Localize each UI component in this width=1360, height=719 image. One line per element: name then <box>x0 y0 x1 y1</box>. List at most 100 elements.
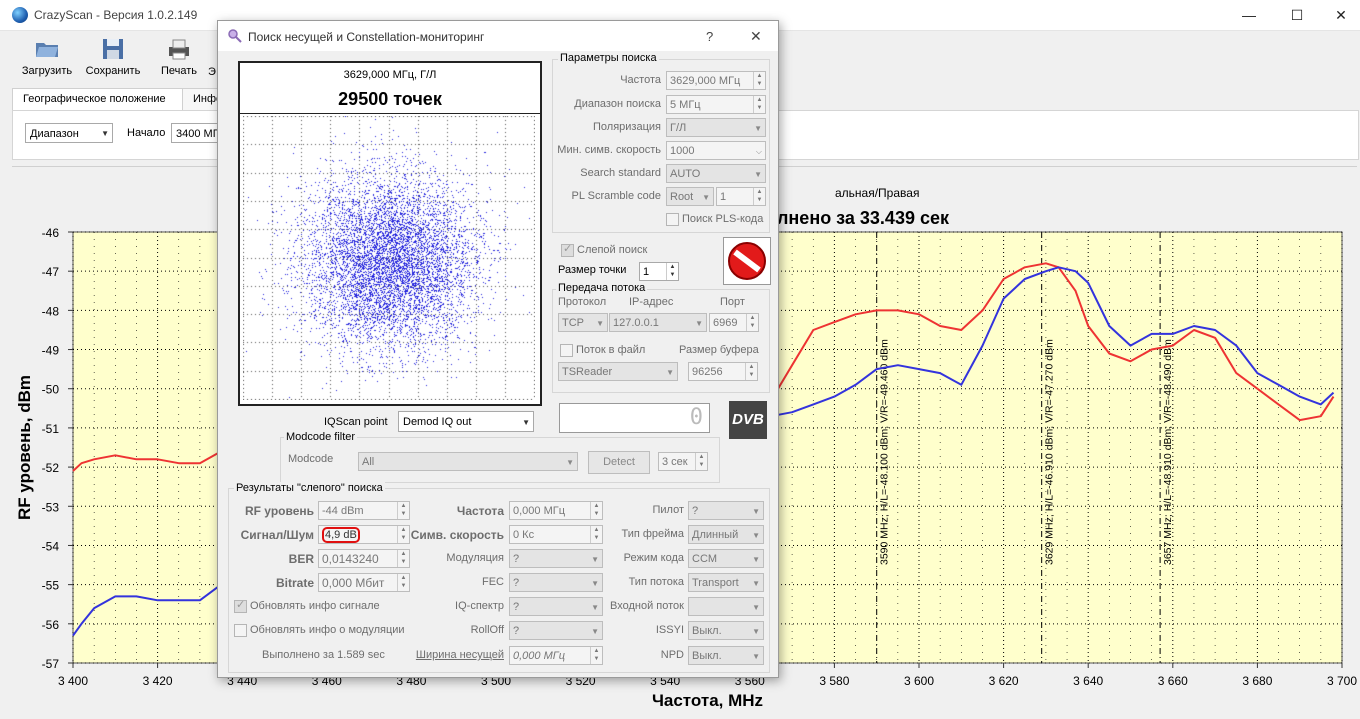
iq-spectrum-label: IQ-спектр <box>455 600 504 612</box>
y-tick-label: -48 <box>42 304 60 318</box>
range-field[interactable]: 5 МГц ▲ ▼ <box>666 95 766 114</box>
dialog-close-button[interactable]: ✕ <box>750 28 762 44</box>
scan-mode-select[interactable]: Диапазон ▼ <box>25 123 113 143</box>
chevron-down-icon: ▼ <box>596 319 604 328</box>
point-size-field[interactable]: 1 ▲ ▼ <box>639 262 679 281</box>
constellation-plot <box>243 116 535 400</box>
load-button[interactable]: Загрузить <box>16 33 78 81</box>
stream-type-label: Тип потока <box>628 576 684 588</box>
spinner-icon: ▲ ▼ <box>397 574 409 591</box>
input-stream-select: ▼ <box>688 597 764 616</box>
chevron-down-icon: ▼ <box>591 603 599 612</box>
issyi-label: ISSYI <box>655 624 684 636</box>
chevron-down-icon: ▼ <box>752 507 760 516</box>
minsr-label: Мин. симв. скорость <box>557 144 661 156</box>
app-select[interactable]: TSReader ▼ <box>558 362 678 381</box>
chevron-down-icon: ▼ <box>591 627 599 636</box>
spinner-icon[interactable]: ▲ ▼ <box>753 188 765 205</box>
close-button[interactable]: ✕ <box>1335 7 1347 23</box>
freq-field[interactable]: 3629,000 МГц ▲ ▼ <box>666 71 766 90</box>
status-counter: 0 <box>559 403 710 433</box>
pls-mode-select[interactable]: Root ▼ <box>666 187 714 206</box>
port-field[interactable]: 6969 ▲ ▼ <box>709 313 759 332</box>
x-tick-label: 3 700 <box>1327 674 1357 688</box>
minimize-button[interactable]: — <box>1242 7 1256 23</box>
stream-group <box>552 289 770 393</box>
buffer-size-label: Размер буфера <box>679 344 759 356</box>
pls-search-label: Поиск PLS-кода <box>682 213 764 225</box>
series-line-0 <box>72 262 1335 472</box>
x-tick-label: 3 580 <box>819 674 849 688</box>
bitrate-label: Bitrate <box>275 576 314 590</box>
chevron-down-icon: ▼ <box>754 124 762 133</box>
update-signal-label: Обновлять инфо сигнале <box>250 600 380 612</box>
rf-level-label: RF уровень <box>244 504 314 518</box>
res-freq-label: Частота <box>456 504 504 518</box>
results-title: Результаты "слепого" поиска <box>234 482 385 494</box>
print-button[interactable]: Печать <box>148 33 210 81</box>
spinner-icon[interactable]: ▲ ▼ <box>753 96 765 113</box>
help-button[interactable]: ? <box>706 29 714 44</box>
chevron-down-icon: ▼ <box>702 193 710 202</box>
input-stream-label: Входной поток <box>610 600 684 612</box>
proto-select[interactable]: TCP ▼ <box>558 313 608 332</box>
detect-button[interactable]: Detect <box>588 451 650 474</box>
save-button[interactable]: Сохранить <box>82 33 144 81</box>
modcode-group <box>280 437 720 483</box>
marker-label: 3629 MHz; H/L=-46.910 dBm; V/R=-47.270 d… <box>1044 339 1056 565</box>
spinner-icon[interactable]: ▲ ▼ <box>753 72 765 89</box>
export-button[interactable]: Э <box>208 66 216 78</box>
iq-scan-label: IQScan point <box>324 416 388 428</box>
spinner-icon: ▲ ▼ <box>397 550 409 567</box>
minsr-select[interactable]: 1000 ⌵ <box>666 141 766 160</box>
chevron-down-icon: ▼ <box>101 129 109 138</box>
y-tick-label: -50 <box>42 383 60 397</box>
frame-type-label: Тип фрейма <box>621 528 684 540</box>
modcode-select[interactable]: All ▼ <box>358 452 578 471</box>
stream-to-file-label: Поток в файл <box>576 344 646 356</box>
stop-icon <box>728 242 766 280</box>
chevron-down-icon: ▼ <box>666 368 674 377</box>
fec-label: FEC <box>482 576 504 588</box>
blind-search-checkbox[interactable]: ✓ <box>561 243 574 257</box>
pol-select[interactable]: Г/Л ▼ <box>666 118 766 137</box>
chevron-down-icon: ▼ <box>752 603 760 612</box>
ber-label: BER <box>288 552 314 566</box>
frame-type-select: Длинный ▼ <box>688 525 764 544</box>
start-label: Начало <box>127 127 166 139</box>
ip-select[interactable]: 127.0.0.1 ▼ <box>609 313 707 332</box>
iq-spectrum-select: ? ▼ <box>509 597 603 616</box>
spinner-icon[interactable]: ▲ ▼ <box>695 453 707 470</box>
chevron-down-icon: ▼ <box>591 555 599 564</box>
polarization-tab[interactable]: альная/Правая <box>835 186 920 200</box>
bandwidth-link[interactable]: Ширина несущей <box>415 649 504 661</box>
y-tick-label: -52 <box>42 461 60 475</box>
stop-button[interactable] <box>723 237 771 285</box>
pls-value-field[interactable]: 1 ▲ ▼ <box>716 187 766 206</box>
spinner-icon[interactable]: ▲ ▼ <box>666 263 678 280</box>
magnifier-icon <box>228 29 242 43</box>
iq-scan-select[interactable]: Demod IQ out ▼ <box>398 411 534 432</box>
x-tick-label: 3 600 <box>904 674 934 688</box>
y-tick-label: -47 <box>42 265 60 279</box>
buffer-size-field[interactable]: 96256 ▲ ▼ <box>688 362 758 381</box>
spinner-icon[interactable]: ▲ ▼ <box>745 363 757 380</box>
y-tick-label: -57 <box>42 657 60 671</box>
update-mod-checkbox[interactable] <box>234 624 247 637</box>
chevron-down-icon: ▼ <box>752 579 760 588</box>
code-mode-label: Режим кода <box>623 552 684 564</box>
snr-label: Сигнал/Шум <box>240 528 314 542</box>
marker-label: 3657 MHz; H/L=-48.910 dBm; V/R=-48.490 d… <box>1162 339 1174 565</box>
pls-search-checkbox[interactable] <box>666 213 679 226</box>
fec-select: ? ▼ <box>509 573 603 592</box>
update-signal-checkbox[interactable]: ✓ <box>234 599 247 613</box>
detect-timeout-field[interactable]: 3 сек ▲ ▼ <box>658 452 708 471</box>
stream-to-file-checkbox[interactable] <box>560 344 573 357</box>
std-select[interactable]: AUTO ▼ <box>666 164 766 183</box>
chevron-down-icon: ▼ <box>695 319 703 328</box>
blind-search-label: Слепой поиск <box>577 244 648 256</box>
spinner-icon[interactable]: ▲ ▼ <box>746 314 758 331</box>
constellation-divider <box>240 113 540 114</box>
y-axis-label: RF уровень, dBm <box>15 375 34 520</box>
maximize-button[interactable]: ☐ <box>1290 7 1304 23</box>
